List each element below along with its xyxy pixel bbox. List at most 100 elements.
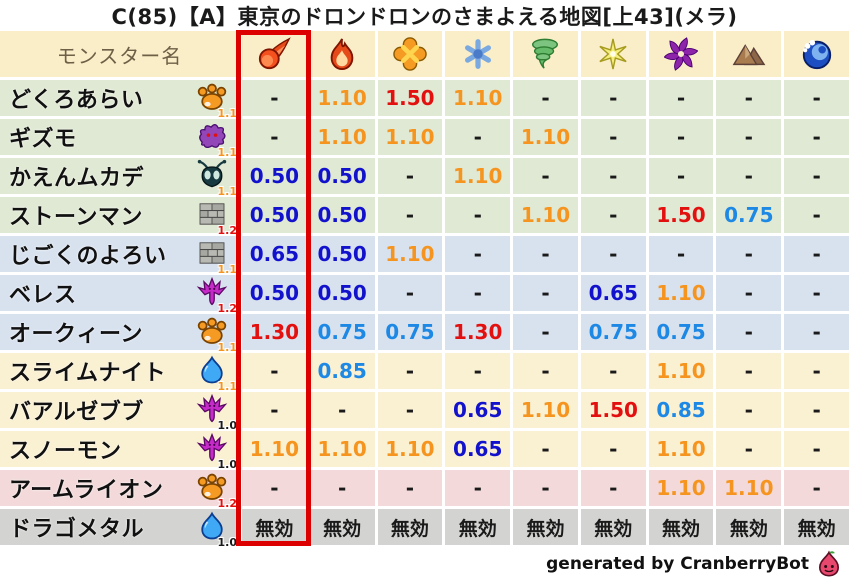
page-title: C(85)【A】東京のドロンドロンのさまよえる地図[上43](メラ) (111, 4, 738, 29)
monster-name-cell: かえんムカデ 1.1 (0, 158, 239, 198)
resistance-value-cell: 1.10 (377, 236, 443, 272)
paw-icon: 1.2 (196, 471, 237, 510)
meteor-fire-icon (257, 37, 292, 71)
element-column-header-1 (242, 31, 307, 77)
trident-icon: 1.0 (196, 432, 237, 471)
resistance-value-cell: 無効 (513, 509, 578, 545)
resistance-value-cell: - (580, 353, 646, 389)
resistance-value-cell: - (580, 470, 646, 506)
resistance-value-cell: - (580, 158, 646, 194)
monster-name-cell: どくろあらい 1.1 (0, 80, 239, 120)
element-column-header-9 (784, 31, 849, 77)
element-column-header-2 (309, 31, 375, 77)
resistance-value-cell: - (242, 392, 307, 428)
monster-modifier: 1.2 (217, 497, 238, 510)
resistance-value-cell: 0.50 (242, 158, 307, 194)
resistance-value-cell: 1.50 (377, 80, 443, 116)
earth-mountain-icon (732, 37, 766, 71)
monster-name-cell: ストーンマン 1.2 (0, 197, 239, 237)
monster-name: オークィーン (9, 322, 143, 347)
element-column-header-3 (377, 31, 443, 77)
resistance-value-cell: - (513, 275, 578, 311)
resistance-table: モンスター名 どくろあらい 1.1-1.10 1.50 1.10- - - (0, 30, 849, 549)
lightning-star-icon (596, 37, 630, 71)
resistance-value-cell: 1.10 (513, 119, 578, 155)
resistance-value-cell: - (648, 119, 714, 155)
flame-icon (325, 37, 359, 71)
resistance-value-cell: - (784, 119, 849, 155)
monster-name-cell: ベレス 1.2 (0, 275, 239, 315)
bug-icon: 1.1 (196, 159, 237, 198)
resistance-value-cell: 無効 (377, 509, 443, 545)
resistance-value-cell: - (513, 314, 578, 350)
resistance-value-cell: - (242, 80, 307, 116)
resistance-value-cell: - (513, 431, 578, 467)
resistance-value-cell: 無効 (580, 509, 646, 545)
resistance-value-cell: - (784, 158, 849, 194)
ice-snowflake-icon (461, 37, 495, 71)
resistance-value-cell: - (716, 119, 782, 155)
resistance-value-cell: 無効 (716, 509, 782, 545)
resistance-value-cell: - (648, 236, 714, 272)
resistance-value-cell: - (784, 431, 849, 467)
resistance-value-cell: - (309, 470, 375, 506)
paw-icon: 1.1 (196, 81, 237, 120)
resistance-value-cell: 0.75 (716, 197, 782, 233)
monster-name: スノーモン (9, 439, 122, 464)
resistance-value-cell: - (445, 197, 511, 233)
resistance-value-cell: 1.10 (716, 470, 782, 506)
wind-tornado-icon (528, 37, 562, 71)
monster-name: じごくのよろい (9, 244, 167, 269)
resistance-value-cell: - (784, 314, 849, 350)
resistance-value-cell: 0.50 (309, 158, 375, 194)
monster-name-cell: スノーモン 1.0 (0, 431, 239, 471)
resistance-value-cell: - (445, 275, 511, 311)
resistance-value-cell: 0.50 (309, 236, 375, 272)
monster-modifier: 1.1 (217, 146, 238, 159)
resistance-value-cell: - (580, 119, 646, 155)
credit-bar: generated by CranberryBot (0, 545, 849, 583)
monster-modifier: 1.1 (217, 107, 238, 120)
resistance-value-cell: - (377, 158, 443, 194)
element-column-header-5 (513, 31, 578, 77)
resistance-value-cell: - (784, 470, 849, 506)
resistance-value-cell: - (716, 431, 782, 467)
monster-name: アームライオン (9, 478, 164, 503)
resistance-value-cell: - (648, 158, 714, 194)
resistance-value-cell: - (513, 236, 578, 272)
resistance-value-cell: 1.10 (242, 431, 307, 467)
resistance-value-cell: - (784, 80, 849, 116)
resistance-value-cell: 1.10 (445, 158, 511, 194)
resistance-value-cell: - (716, 80, 782, 116)
resistance-value-cell: - (377, 353, 443, 389)
resistance-value-cell: - (242, 353, 307, 389)
resistance-value-cell: - (580, 431, 646, 467)
resistance-value-cell: 1.10 (309, 80, 375, 116)
resistance-value-cell: - (784, 197, 849, 233)
monster-name: ベレス (9, 283, 77, 308)
monster-name-cell: バアルゼブブ 1.0 (0, 392, 239, 432)
resistance-value-cell: - (716, 158, 782, 194)
monster-modifier: 1.1 (217, 380, 238, 393)
bricks-icon: 1.1 (196, 237, 237, 276)
monster-name: かえんムカデ (9, 166, 145, 191)
resistance-value-cell: - (513, 80, 578, 116)
resistance-value-cell: - (377, 392, 443, 428)
resistance-value-cell: 0.85 (309, 353, 375, 389)
monster-name: バアルゼブブ (9, 400, 144, 425)
resistance-value-cell: 0.75 (377, 314, 443, 350)
resistance-value-cell: - (377, 197, 443, 233)
resistance-value-cell: 1.10 (648, 275, 714, 311)
resistance-value-cell: 無効 (445, 509, 511, 545)
resistance-value-cell: - (377, 470, 443, 506)
resistance-value-cell: 0.85 (648, 392, 714, 428)
resistance-value-cell: 0.65 (242, 236, 307, 272)
monster-modifier: 1.2 (217, 302, 238, 315)
monster-name-cell: オークィーン 1.1 (0, 314, 239, 354)
resistance-value-cell: 0.65 (445, 392, 511, 428)
monster-modifier: 1.1 (217, 341, 238, 354)
resistance-value-cell: 1.50 (580, 392, 646, 428)
burst-explosion-icon (393, 37, 427, 71)
resistance-value-cell: - (580, 80, 646, 116)
ghost-icon: 1.1 (196, 120, 237, 159)
